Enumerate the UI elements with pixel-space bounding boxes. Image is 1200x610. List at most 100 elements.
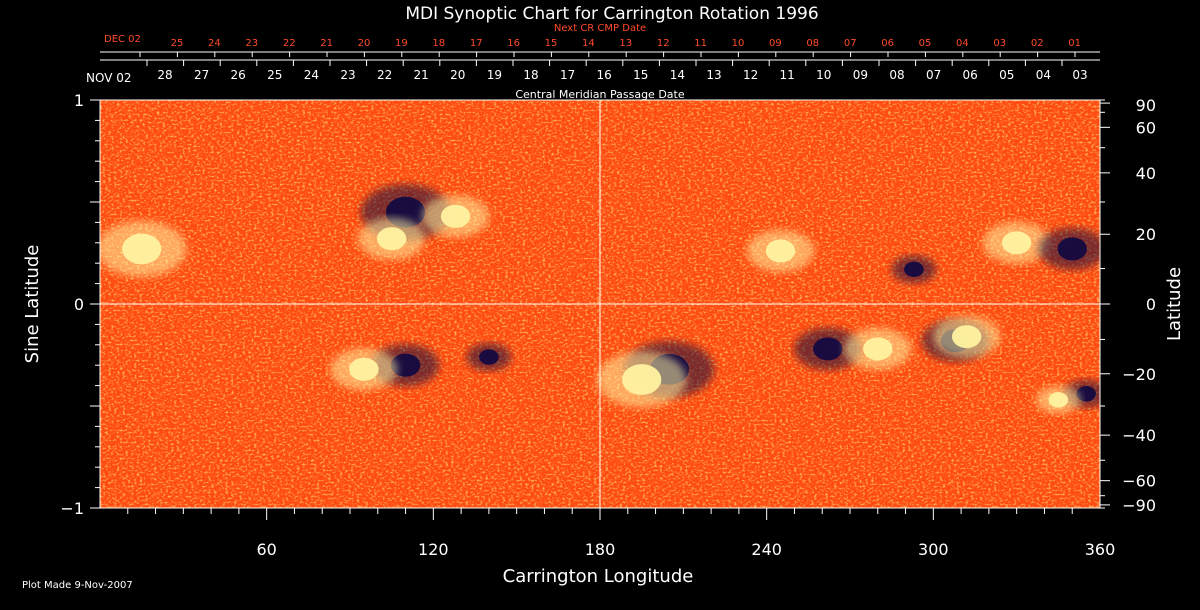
active-region-positive bbox=[746, 229, 815, 272]
next-cmp-date-label: 06 bbox=[881, 38, 894, 49]
y-right-tick-label: −20 bbox=[1122, 365, 1156, 384]
cmp-date-label: 10 bbox=[816, 68, 831, 82]
y-right-tick-label: −40 bbox=[1122, 426, 1156, 445]
y-left-tick-label: −1 bbox=[60, 499, 84, 518]
next-cmp-date-label: 23 bbox=[245, 38, 258, 49]
next-cmp-date-label: 02 bbox=[1031, 38, 1044, 49]
active-region-positive bbox=[983, 221, 1051, 264]
y-axis-right-label: Latitude bbox=[1164, 267, 1185, 341]
cmp-date-label: 09 bbox=[853, 68, 868, 82]
y-right-tick-label: 60 bbox=[1136, 118, 1156, 137]
y-right-tick-label: −90 bbox=[1122, 496, 1156, 515]
active-region-positive bbox=[1035, 385, 1081, 414]
next-cmp-date-label: 04 bbox=[956, 38, 969, 49]
y-axis-left-label: Sine Latitude bbox=[22, 245, 43, 364]
active-region-negative bbox=[794, 327, 862, 370]
cmp-date-label: 06 bbox=[963, 68, 978, 82]
x-axis: 60 120 180 240 300 360 bbox=[127, 508, 1116, 559]
cmp-date-label: 23 bbox=[340, 68, 355, 82]
y-axis-left: 1 0 −1 bbox=[60, 91, 100, 518]
next-cmp-date-label: 13 bbox=[619, 38, 632, 49]
region-core bbox=[1057, 237, 1087, 261]
region-core bbox=[622, 364, 662, 395]
x-tick-label: 360 bbox=[1085, 540, 1116, 559]
cmp-date-labels: 28 27 26 25 24 23 22 21 20 19 18 17 16 15 14 13 12 11 10 09… bbox=[146, 60, 1088, 82]
y-right-tick-label: 20 bbox=[1136, 225, 1156, 244]
region-core bbox=[122, 233, 162, 265]
cmp-axis-label: Central Meridian Passage Date bbox=[515, 88, 684, 101]
next-cmp-date-label: 19 bbox=[395, 38, 408, 49]
cmp-date-label: 19 bbox=[487, 68, 502, 82]
y-left-tick-label: 1 bbox=[74, 91, 84, 110]
active-region-negative bbox=[891, 255, 937, 284]
next-cmp-date-label: 18 bbox=[432, 38, 445, 49]
next-cmp-date-label: 12 bbox=[657, 38, 670, 49]
region-core bbox=[1048, 392, 1069, 408]
y-left-tick-label: 0 bbox=[74, 295, 84, 314]
next-cmp-date-label: 17 bbox=[470, 38, 483, 49]
active-region-negative bbox=[1063, 379, 1100, 408]
cmp-date-label: 08 bbox=[889, 68, 904, 82]
region-core bbox=[349, 357, 379, 381]
next-cmp-date-label: 09 bbox=[769, 38, 782, 49]
cmp-date-label: 16 bbox=[597, 68, 612, 82]
next-cmp-date-label: 25 bbox=[171, 38, 184, 49]
active-region-positive bbox=[421, 195, 490, 238]
region-core bbox=[813, 337, 843, 361]
region-core bbox=[376, 227, 407, 251]
next-cmp-date-label: 01 bbox=[1068, 38, 1081, 49]
next-cmp-start-label: DEC 02 bbox=[104, 34, 141, 45]
cmp-date-label: 21 bbox=[414, 68, 429, 82]
cmp-date-label: 25 bbox=[267, 68, 282, 82]
next-cmp-date-label: 08 bbox=[806, 38, 819, 49]
x-tick-label: 240 bbox=[751, 540, 782, 559]
y-right-tick-label: 90 bbox=[1136, 96, 1156, 115]
region-core bbox=[765, 239, 796, 263]
next-cmp-date-label: 11 bbox=[694, 38, 707, 49]
cmp-date-label: 22 bbox=[377, 68, 392, 82]
y-right-tick-label: −60 bbox=[1122, 472, 1156, 491]
top-axis-next-cmp: Next CR CMP Date DEC 02 25 24 23 22 21 20 19 18… bbox=[100, 23, 1100, 57]
active-region-positive bbox=[358, 217, 426, 260]
chart-title: MDI Synoptic Chart for Carrington Rotati… bbox=[405, 4, 818, 24]
next-cmp-date-label: 24 bbox=[208, 38, 221, 49]
active-region-positive bbox=[330, 348, 398, 391]
top-axis-cmp: NOV 02 28 27 26 25 24 23 22 21 20 19 18 17 16 15 14 13 1… bbox=[86, 59, 1100, 101]
cmp-date-label: 28 bbox=[157, 68, 172, 82]
cmp-date-label: 14 bbox=[670, 68, 685, 82]
next-cmp-date-label: 22 bbox=[283, 38, 296, 49]
next-cmp-date-label: 05 bbox=[919, 38, 932, 49]
cmp-date-label: 20 bbox=[450, 68, 465, 82]
region-core bbox=[951, 325, 982, 349]
cmp-date-label: 15 bbox=[633, 68, 648, 82]
plot-made-label: Plot Made 9-Nov-2007 bbox=[22, 580, 133, 591]
next-cmp-date-label: 10 bbox=[732, 38, 745, 49]
x-tick-label: 180 bbox=[585, 540, 616, 559]
next-cmp-date-label: 03 bbox=[993, 38, 1006, 49]
region-core bbox=[479, 349, 499, 365]
y-right-tick-label: 0 bbox=[1146, 295, 1156, 314]
next-cmp-date-label: 21 bbox=[320, 38, 333, 49]
x-tick-label: 120 bbox=[418, 540, 449, 559]
region-core bbox=[1076, 386, 1096, 402]
region-core bbox=[440, 204, 471, 228]
region-core bbox=[904, 261, 924, 278]
region-core bbox=[1001, 231, 1032, 255]
cmp-date-label: 24 bbox=[304, 68, 319, 82]
active-regions bbox=[100, 184, 1100, 414]
cmp-start-label: NOV 02 bbox=[86, 71, 132, 85]
cmp-date-label: 12 bbox=[743, 68, 758, 82]
y-axis-right: 90 60 40 20 0 −20 −40 −60 −90 bbox=[1100, 96, 1156, 515]
active-region-negative bbox=[466, 343, 512, 372]
next-cmp-date-label: 20 bbox=[358, 38, 371, 49]
x-axis-label: Carrington Longitude bbox=[503, 566, 694, 587]
next-cmp-date-label: 14 bbox=[582, 38, 595, 49]
next-cmp-date-label: 07 bbox=[844, 38, 857, 49]
region-core bbox=[390, 353, 421, 377]
active-region-positive bbox=[596, 351, 687, 408]
cmp-date-label: 27 bbox=[194, 68, 209, 82]
cmp-date-label: 05 bbox=[999, 68, 1014, 82]
cmp-date-label: 11 bbox=[780, 68, 795, 82]
cmp-date-label: 18 bbox=[523, 68, 538, 82]
